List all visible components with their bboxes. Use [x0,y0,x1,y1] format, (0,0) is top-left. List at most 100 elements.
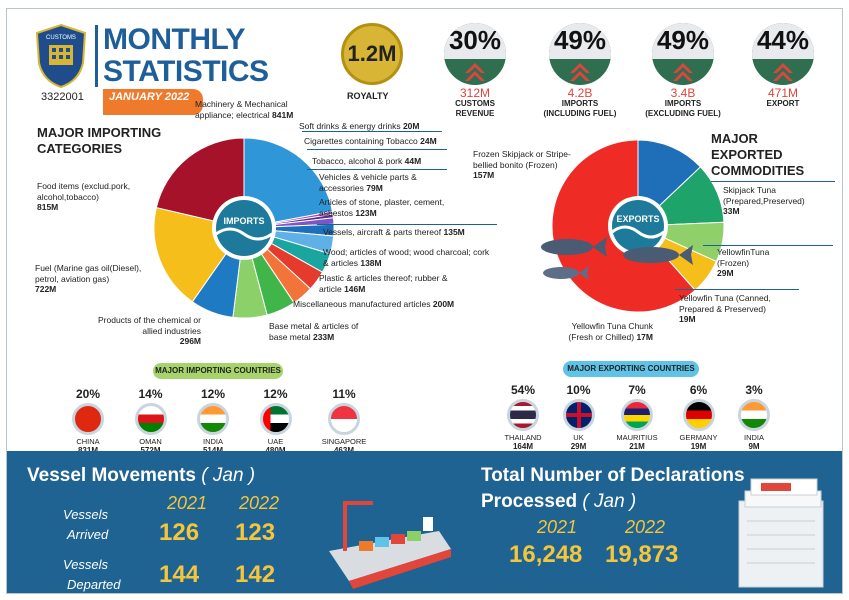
mauritius-flag-icon [621,399,653,431]
tuna-fish-icon [623,245,693,265]
kpi-pct: 49% [553,25,607,55]
slice-name: Food items (exclud.pork, alcohol,tobacco… [37,181,131,202]
slice-name: Yellowfin Tuna Chunk (Fresh or Chilled) [568,321,653,342]
slice-name: Miscellaneous manufactured articles [293,299,431,309]
import-categories-title: MAJOR IMPORTING CATEGORIES [37,125,162,156]
kpi-imports-excluding-fuel: 49% 3.4B IMPORTS (EXCLUDING FUEL) [643,23,723,119]
page-title-line1: MONTHLY [103,23,246,56]
slice-value: 135M [443,227,465,237]
country-name: THAILAND [504,433,542,442]
declarations-2022: 19,873 [605,541,679,568]
country-name: CHINA [76,437,100,446]
slice-value: 24M [420,136,437,146]
title-divider [95,25,98,87]
slice-label-cigarettes: Cigarettes containing Tobacco 24M [304,136,437,147]
country-uk: 10% UK 29M [560,383,598,452]
country-singapore: 11% SINGAPORE 463M [319,387,369,456]
country-pct: 12% [200,387,226,401]
leader-line [302,131,442,132]
country-mauritius: 7% MAURITIUS 21M [612,383,662,452]
slice-name: Yellowfin Tuna (Canned, Prepared & Prese… [679,293,771,314]
slice-name: Cigarettes containing Tobacco [304,136,418,146]
country-name: UAE [267,437,284,446]
vessels-departed-2022: 142 [235,561,276,588]
slice-label-stone: Articles of stone, plaster, cement, asbe… [319,197,459,218]
country-india-export: 3% INDIA 9M [735,383,773,452]
slice-value: 17M [636,331,653,342]
logo-text: CUSTOMS [46,35,76,41]
vessels-arrived-2021: 126 [159,519,200,546]
slice-label-soft-drinks: Soft drinks & energy drinks 20M [299,121,420,132]
wave-icon [611,225,665,239]
customs-logo-icon: CUSTOMS [35,23,87,89]
country-pct: 6% [689,383,708,397]
country-name: SINGAPORE [321,437,367,446]
kpi-customs-revenue: 30% 312M CUSTOMS REVENUE [435,23,515,119]
slice-label-yellowfin-canned: Yellowfin Tuna (Canned, Prepared & Prese… [679,293,791,325]
slice-value: 841M [272,109,294,120]
slice-label-vehicles: Vehicles & vehicle parts & accessories 7… [319,172,427,193]
country-oman: 14% OMAN 572M [132,387,170,456]
singapore-flag-icon [328,403,360,435]
slice-name: Base metal & articles of base metal [269,321,359,342]
slice-label-base-metal: Base metal & articles of base metal 233M [269,321,369,342]
kpi-disc: 44% [752,23,814,85]
leader-line [307,149,447,150]
country-value: 463M [319,446,369,456]
country-pct: 3% [745,383,763,397]
kpi-pct: 30% [448,25,502,55]
country-name: INDIA [202,437,223,446]
kpi-imports-including-fuel: 49% 4.2B IMPORTS (INCLUDING FUEL) [540,23,620,119]
slice-value: 19M [679,314,696,324]
slice-value: 815M [37,202,59,212]
vessel-year-2021: 2021 [167,493,208,513]
declarations-period: ( Jan ) [582,491,637,512]
slice-label-frozen-skipjack: Frozen Skipjack or Stripe-bellied bonito… [473,149,573,181]
kpi-disc: 49% [549,23,611,85]
row-label-line1: Vessels [63,557,109,572]
slice-label-wood: Wood; articles of wood; wood charcoal; c… [323,247,493,268]
slice-label-yellowfin-chunk: Yellowfin Tuna Chunk (Fresh or Chilled) … [553,321,653,342]
slice-value: 722M [35,284,57,294]
up-arrow-icon [673,63,693,81]
declarations-title-line2: Processed ( Jan ) [481,491,636,513]
country-value: 164M [512,442,533,451]
slice-value: 20M [402,121,420,131]
country-pct: 7% [628,383,646,397]
slice-value: 296M [179,336,201,346]
kpi-value: 471M [767,86,799,100]
vessel-year-2022: 2022 [239,493,280,513]
vessel-period: ( Jan ) [201,465,256,486]
up-arrow-icon [570,63,590,81]
country-value: 19M [690,442,707,451]
slice-label-chemical: Products of the chemical or allied indus… [97,315,201,347]
row-label-line2: Arrived [67,527,109,542]
country-uae: 12% UAE 480M [257,387,295,456]
india-flag-icon [738,399,770,431]
slice-value: 233M [312,331,335,342]
importing-countries-pill: MAJOR IMPORTING COUNTRIES [153,363,283,379]
slice-label-fuel: Fuel (Marine gas oil(Diesel), petrol, av… [35,263,153,295]
oman-flag-icon [134,403,167,435]
country-value: 480M [257,446,295,456]
row-label-line2: Departed [67,577,121,592]
leader-line [675,289,799,290]
declarations-2021: 16,248 [509,541,583,568]
slice-name: Tobacco, alcohol & pork [312,156,403,166]
slice-name: Vessels, aircraft & parts thereof [323,227,442,237]
slice-name: Frozen Skipjack or Stripe-bellied bonito… [473,149,571,170]
row-label-line1: Vessels [63,507,109,522]
country-pct: 54% [510,383,536,397]
kpi-label: IMPORTS (INCLUDING FUEL) [543,99,617,118]
slice-value: 123M [355,207,377,218]
wave-icon [215,227,273,241]
country-name: OMAN [139,437,162,446]
kpi-value: 312M [459,86,491,100]
slice-value: 33M [723,206,740,216]
leader-line [703,245,833,246]
kpi-label: IMPORTS (EXCLUDING FUEL) [645,99,721,118]
country-pct: 11% [332,387,356,401]
kpi-disc: 49% [652,23,714,85]
declarations-title-line1: Total Number of Declarations [481,465,745,486]
declarations-year-2021: 2021 [537,517,578,537]
